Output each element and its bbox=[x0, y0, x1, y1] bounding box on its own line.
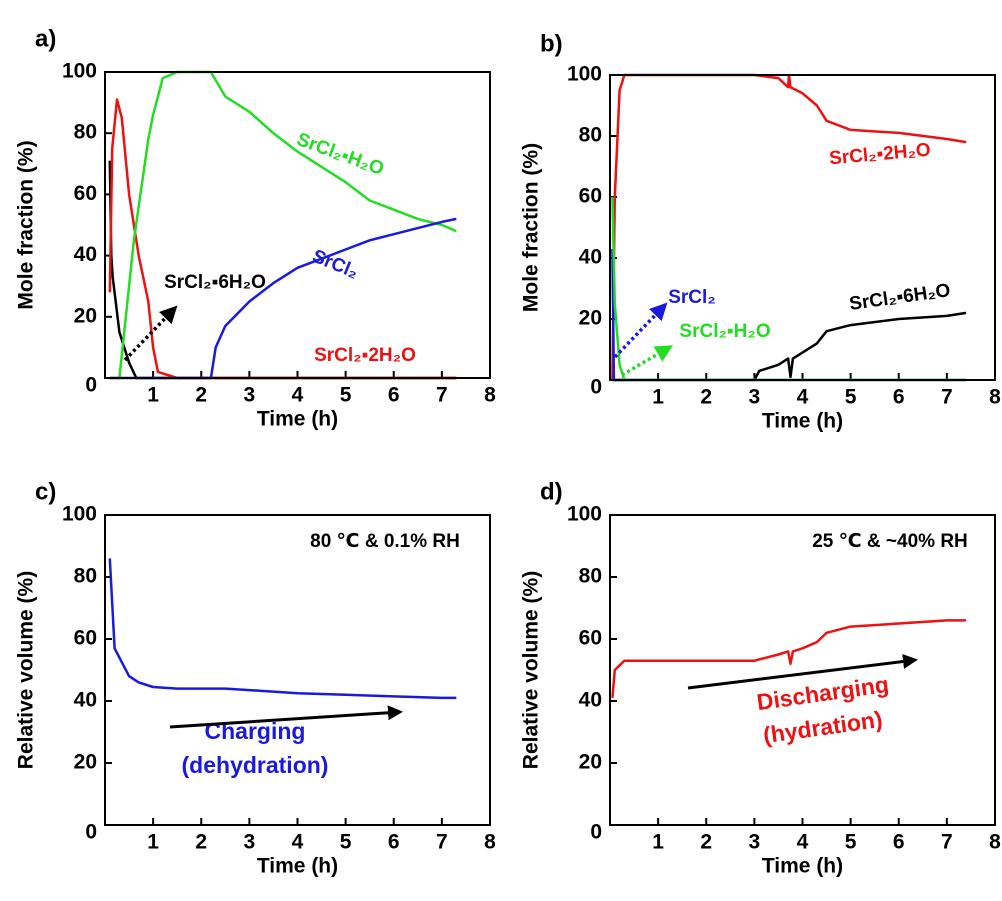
x-tick-label: 8 bbox=[989, 831, 1001, 854]
data-line bbox=[611, 73, 967, 381]
arrow bbox=[613, 302, 668, 359]
x-tick-label: 8 bbox=[989, 386, 1001, 409]
x-tick-label: 3 bbox=[244, 831, 256, 854]
annotation: (dehydration) bbox=[182, 752, 329, 778]
plot-frame bbox=[104, 514, 491, 826]
x-tick-label: 3 bbox=[749, 386, 761, 409]
x-tick-label: 2 bbox=[700, 831, 712, 854]
x-tick-label: 5 bbox=[340, 384, 352, 407]
x-axis-label: Time (h) bbox=[762, 855, 843, 878]
plot-frame bbox=[609, 74, 996, 381]
y-tick-label: 100 bbox=[62, 60, 97, 83]
plot-frame bbox=[609, 514, 996, 826]
x-tick-label: 6 bbox=[893, 386, 905, 409]
data-line bbox=[109, 217, 457, 380]
annotation: 25 ℃ & ~40% RH bbox=[812, 531, 968, 552]
y-tick-label: 80 bbox=[579, 565, 602, 588]
x-tick-label: 2 bbox=[700, 386, 712, 409]
x-tick-label: 5 bbox=[845, 386, 857, 409]
series-label: SrCl₂▪H₂O bbox=[294, 129, 387, 180]
y-tick-label: 60 bbox=[579, 185, 602, 208]
series-label: SrCl₂▪2H₂O bbox=[828, 140, 931, 170]
x-axis-label: Time (h) bbox=[257, 855, 338, 878]
y-tick-label: 20 bbox=[74, 304, 97, 327]
y-tick-label: 80 bbox=[579, 124, 602, 147]
y-tick-label: 40 bbox=[74, 689, 97, 712]
panel-label: d) bbox=[540, 478, 563, 505]
arrow bbox=[123, 305, 178, 362]
arrow bbox=[687, 654, 918, 690]
series-label: SrCl₂ bbox=[668, 287, 716, 308]
x-tick-label: 1 bbox=[652, 386, 664, 409]
plot-frame bbox=[104, 71, 491, 379]
x-tick-label: 3 bbox=[244, 384, 256, 407]
y-tick-label: 20 bbox=[579, 307, 602, 330]
series-label: SrCl₂ bbox=[309, 246, 361, 283]
y-tick-label: 0 bbox=[85, 821, 97, 844]
x-tick-label: 4 bbox=[797, 831, 809, 854]
y-tick-label: 40 bbox=[579, 689, 602, 712]
x-tick-label: 1 bbox=[147, 831, 159, 854]
series-label: SrCl₂▪H₂O bbox=[679, 321, 770, 342]
annotation: 80 ℃ & 0.1% RH bbox=[310, 531, 460, 552]
y-tick-label: 80 bbox=[74, 565, 97, 588]
y-tick-label: 60 bbox=[74, 627, 97, 650]
panel-label: a) bbox=[35, 25, 56, 52]
data-line bbox=[612, 311, 967, 382]
series-label: SrCl₂▪2H₂O bbox=[314, 345, 416, 366]
x-axis-label: Time (h) bbox=[762, 410, 843, 433]
x-tick-label: 7 bbox=[941, 831, 953, 854]
y-axis-label: Mole fraction (%) bbox=[15, 140, 38, 309]
y-axis-label: Relative volume (%) bbox=[520, 571, 543, 769]
x-tick-label: 6 bbox=[388, 384, 400, 407]
x-tick-label: 6 bbox=[893, 831, 905, 854]
x-tick-label: 7 bbox=[436, 384, 448, 407]
x-axis-label: Time (h) bbox=[257, 408, 338, 431]
x-tick-label: 1 bbox=[652, 831, 664, 854]
y-axis-label: Mole fraction (%) bbox=[520, 143, 543, 312]
y-tick-label: 0 bbox=[85, 374, 97, 397]
panel-label: c) bbox=[35, 478, 56, 505]
x-tick-label: 5 bbox=[340, 831, 352, 854]
x-tick-label: 8 bbox=[484, 831, 496, 854]
y-tick-label: 100 bbox=[62, 503, 97, 526]
y-tick-label: 0 bbox=[590, 821, 602, 844]
y-tick-label: 60 bbox=[74, 182, 97, 205]
x-tick-label: 6 bbox=[388, 831, 400, 854]
x-tick-label: 7 bbox=[941, 386, 953, 409]
x-tick-label: 7 bbox=[436, 831, 448, 854]
y-tick-label: 60 bbox=[579, 627, 602, 650]
x-tick-label: 4 bbox=[292, 384, 304, 407]
y-axis-label: Relative volume (%) bbox=[15, 571, 38, 769]
series-label: SrCl₂▪6H₂O bbox=[164, 272, 266, 293]
y-tick-label: 100 bbox=[567, 503, 602, 526]
x-tick-label: 3 bbox=[749, 831, 761, 854]
y-tick-label: 20 bbox=[579, 751, 602, 774]
x-tick-label: 4 bbox=[797, 386, 809, 409]
data-line bbox=[108, 558, 457, 700]
x-tick-label: 5 bbox=[845, 831, 857, 854]
arrow bbox=[621, 345, 674, 377]
y-tick-label: 40 bbox=[579, 246, 602, 269]
y-tick-label: 100 bbox=[567, 63, 602, 86]
x-tick-label: 4 bbox=[292, 831, 304, 854]
series-label: SrCl₂▪6H₂O bbox=[848, 280, 952, 315]
x-tick-label: 2 bbox=[195, 831, 207, 854]
y-tick-label: 0 bbox=[590, 376, 602, 399]
data-line bbox=[109, 70, 457, 380]
x-tick-label: 8 bbox=[484, 384, 496, 407]
x-tick-label: 2 bbox=[195, 384, 207, 407]
panel-label: b) bbox=[540, 30, 563, 57]
x-tick-label: 1 bbox=[147, 384, 159, 407]
data-line bbox=[611, 619, 967, 699]
y-tick-label: 40 bbox=[74, 243, 97, 266]
arrow bbox=[169, 705, 403, 729]
y-tick-label: 20 bbox=[74, 751, 97, 774]
y-tick-label: 80 bbox=[74, 121, 97, 144]
